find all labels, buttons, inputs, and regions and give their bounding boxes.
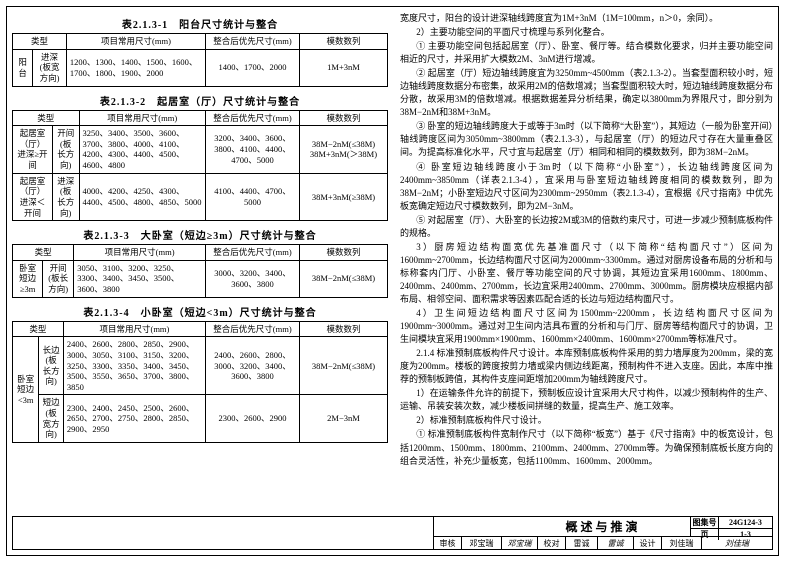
drawing-title: 概述与推演	[565, 518, 640, 535]
body-paragraph: ③ 卧室的短边轴线跨度大于或等于3m时（以下简称“大卧室”），其短边（一般为卧室…	[400, 120, 773, 159]
table4: 类型 项目常用尺寸(mm) 整合后优先尺寸(mm) 模数数列 卧室 短边<3m …	[12, 321, 388, 443]
table3-title: 表2.1.3-3 大卧室（短边≥3m）尺寸统计与整合	[12, 227, 388, 242]
body-paragraph: ① 标准预制底板构件宽制作尺寸（以下简称“板宽”）基于《尺寸指南》中的板宽设计，…	[400, 428, 773, 467]
right-column: 宽度尺寸，阳台的设计进深轴线跨度宜为1M+3nM（1M=100mm，n＞0，余同…	[400, 12, 773, 510]
sign-1: 邓宝瑞	[502, 537, 538, 549]
body-paragraph: ④ 卧室短边轴线跨度小于3m时（以下简称“小卧室”），长边轴线跨度区间为2400…	[400, 161, 773, 213]
body-paragraph: ⑤ 对起居室（厅）、大卧室的长边按2M或3M的倍数约束尺寸，可进一步减少预制底板…	[400, 214, 773, 240]
table1-title: 表2.1.3-1 阳台尺寸统计与整合	[12, 16, 388, 31]
body-paragraph: 4）卫生间短边结构面尺寸区间为1500mm~2200mm，长边结构面尺寸区间为1…	[400, 307, 773, 346]
sign-2: 雷诚	[598, 537, 634, 549]
left-column: 表2.1.3-1 阳台尺寸统计与整合 类型 项目常用尺寸(mm) 整合后优先尺寸…	[12, 12, 388, 510]
body-paragraph: 2）标准预制底板构件尺寸设计。	[400, 414, 773, 427]
table2: 类型 项目常用尺寸(mm) 整合后优先尺寸(mm) 模数数列 起居室（厅） 进深…	[12, 110, 388, 222]
table4-title: 表2.1.3-4 小卧室（短边<3m）尺寸统计与整合	[12, 304, 388, 319]
table3: 类型 项目常用尺寸(mm) 整合后优先尺寸(mm) 模数数列 卧室 短边≥3m …	[12, 244, 388, 298]
body-paragraph: 3）厨房短边结构面宽优先基准面尺寸（以下简称“结构面尺寸”）区间为1600mm~…	[400, 241, 773, 306]
title-block: 概述与推演 图集号24G124-3 页1-3 审核 邓宝瑞 邓宝瑞 校对 雷诚 …	[12, 516, 773, 550]
body-paragraph: ② 起居室（厅）短边轴线跨度宜为3250mm~4500mm（表2.1.3-2）。…	[400, 67, 773, 119]
body-paragraph: 2）主要功能空间的平面尺寸梳理与系列化整合。	[400, 26, 773, 39]
body-paragraph: 1）在运输条件允许的前提下，预制板应设计宜采用大尺寸构件，以减少预制构件的生产、…	[400, 387, 773, 413]
body-paragraph: 2.1.4 标准预制底板构件尺寸设计。本库预制底板构件采用的剪力墙厚度为200m…	[400, 347, 773, 386]
body-paragraph: ① 主要功能空间包括起居室（厅）、卧室、餐厅等。结合模数化要求，归并主要功能空间…	[400, 40, 773, 66]
table2-title: 表2.1.3-2 起居室（厅）尺寸统计与整合	[12, 93, 388, 108]
table1: 类型 项目常用尺寸(mm) 整合后优先尺寸(mm) 模数数列 阳台 进深 (板宽…	[12, 33, 388, 87]
body-paragraph: 宽度尺寸，阳台的设计进深轴线跨度宜为1M+3nM（1M=100mm，n＞0，余同…	[400, 12, 773, 25]
